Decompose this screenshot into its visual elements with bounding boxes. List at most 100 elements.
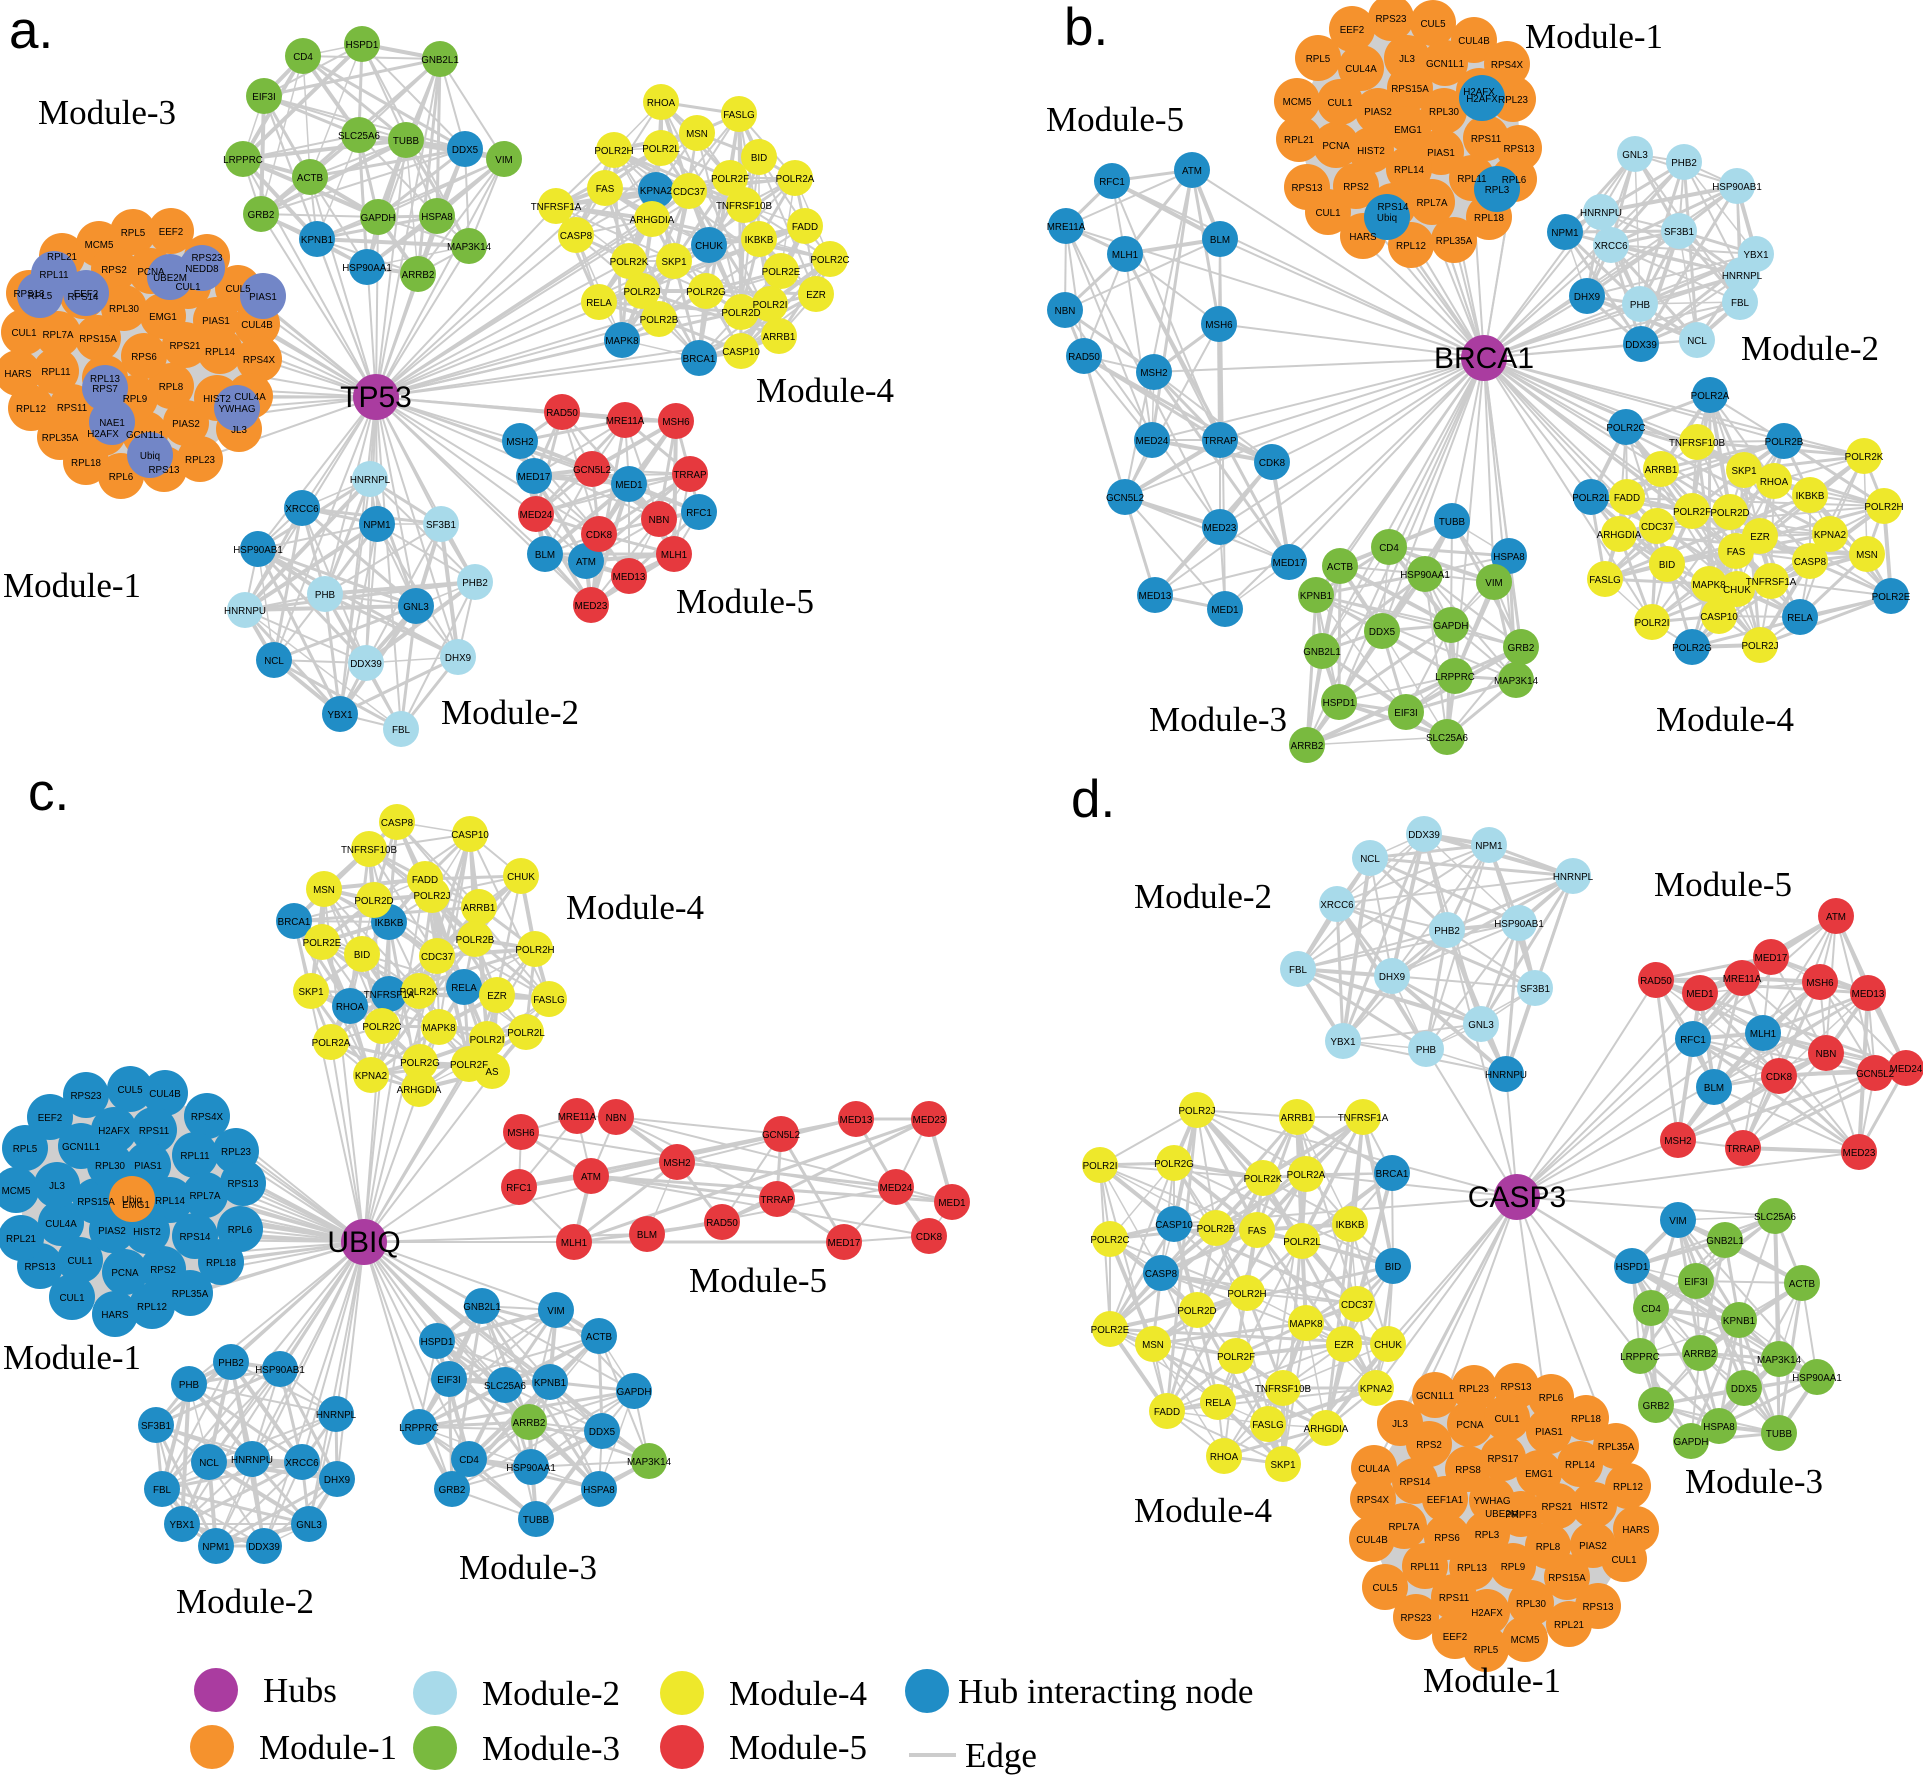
svg-text:TRRAP: TRRAP (673, 470, 707, 481)
svg-text:RPL7A: RPL7A (1388, 1522, 1420, 1533)
svg-text:RPS21: RPS21 (169, 341, 200, 352)
svg-text:PCNA: PCNA (111, 1268, 139, 1279)
svg-text:CUL5: CUL5 (1372, 1583, 1398, 1594)
svg-text:RPL12: RPL12 (1613, 1482, 1643, 1493)
svg-text:POLR2I: POLR2I (1083, 1161, 1118, 1172)
svg-text:MAPK8: MAPK8 (605, 336, 639, 347)
svg-text:RPL9: RPL9 (1501, 1562, 1526, 1573)
svg-text:POLR2E: POLR2E (1091, 1325, 1130, 1336)
svg-text:RPS11: RPS11 (1471, 134, 1501, 145)
svg-text:BLM: BLM (535, 550, 555, 561)
svg-text:Module-1: Module-1 (1423, 1661, 1561, 1700)
svg-text:HARS: HARS (1349, 232, 1377, 243)
svg-text:CASP10: CASP10 (722, 347, 760, 358)
svg-text:UBE2M: UBE2M (1485, 1509, 1519, 1520)
svg-text:HARS: HARS (4, 369, 32, 380)
svg-text:Module-1: Module-1 (3, 566, 141, 605)
svg-text:POLR2B: POLR2B (1197, 1224, 1236, 1235)
svg-text:ARRB1: ARRB1 (1645, 465, 1678, 476)
svg-text:RAD50: RAD50 (706, 1218, 738, 1229)
svg-text:LRPPRC: LRPPRC (1435, 672, 1475, 683)
svg-text:Module-4: Module-4 (729, 1674, 867, 1713)
svg-text:RPL18: RPL18 (71, 458, 102, 469)
svg-text:EMG1: EMG1 (149, 312, 177, 323)
svg-text:CDK8: CDK8 (916, 1232, 943, 1243)
svg-text:CASP8: CASP8 (381, 818, 414, 829)
svg-text:RPS4X: RPS4X (191, 1112, 224, 1123)
svg-text:HNRNPU: HNRNPU (1580, 208, 1622, 219)
svg-text:Module-2: Module-2 (1741, 329, 1879, 368)
svg-text:RHOA: RHOA (1760, 477, 1789, 488)
svg-text:NCL: NCL (199, 1458, 219, 1469)
svg-text:POLR2G: POLR2G (1672, 643, 1712, 654)
svg-text:HSP90AA1: HSP90AA1 (1400, 570, 1450, 581)
svg-text:EIF3I: EIF3I (1394, 708, 1417, 719)
svg-text:RFC1: RFC1 (1680, 1035, 1706, 1046)
svg-text:RPL30: RPL30 (1429, 107, 1460, 118)
svg-text:ARRB1: ARRB1 (463, 903, 496, 914)
svg-text:POLR2C: POLR2C (1606, 423, 1645, 434)
svg-text:CASP10: CASP10 (1700, 612, 1738, 623)
svg-text:EZR: EZR (806, 290, 826, 301)
svg-text:BID: BID (354, 950, 370, 961)
svg-text:POLR2C: POLR2C (810, 255, 849, 266)
svg-text:EZR: EZR (1750, 532, 1770, 543)
svg-text:NEDD8: NEDD8 (185, 264, 219, 275)
svg-text:TUBB: TUBB (393, 136, 420, 147)
svg-text:ARHGDIA: ARHGDIA (1304, 1424, 1349, 1435)
svg-text:RPS8: RPS8 (1455, 1465, 1481, 1476)
svg-text:RPS15A: RPS15A (77, 1197, 115, 1208)
svg-text:RPS2: RPS2 (150, 1265, 176, 1276)
svg-text:Module-3: Module-3 (482, 1729, 620, 1768)
svg-text:KPNB1: KPNB1 (301, 235, 333, 246)
svg-text:JL3: JL3 (49, 1181, 65, 1192)
svg-text:HNRNPU: HNRNPU (231, 1455, 273, 1466)
svg-text:CASP10: CASP10 (451, 830, 489, 841)
svg-text:SKP1: SKP1 (298, 987, 323, 998)
svg-text:MSH2: MSH2 (1664, 1136, 1691, 1147)
svg-text:HIST2: HIST2 (1357, 146, 1385, 157)
svg-text:RHOA: RHOA (336, 1002, 365, 1013)
svg-text:CUL4B: CUL4B (241, 320, 273, 331)
svg-text:ARHGDIA: ARHGDIA (397, 1085, 442, 1096)
svg-text:DDX39: DDX39 (1408, 830, 1440, 841)
svg-text:Ubiq: Ubiq (140, 451, 160, 462)
svg-text:POLR2L: POLR2L (1572, 493, 1610, 504)
svg-text:MRE11A: MRE11A (558, 1112, 597, 1123)
svg-text:CDC37: CDC37 (673, 187, 705, 198)
svg-text:GNL3: GNL3 (403, 602, 429, 613)
svg-text:YWHAG: YWHAG (1473, 1496, 1510, 1507)
svg-text:SF3B1: SF3B1 (1664, 227, 1694, 238)
svg-text:MSN: MSN (686, 129, 708, 140)
svg-text:Module-2: Module-2 (1134, 877, 1272, 916)
svg-text:GAPDH: GAPDH (617, 1387, 652, 1398)
svg-text:Module-1: Module-1 (3, 1338, 141, 1377)
svg-text:MED13: MED13 (1852, 989, 1885, 1000)
svg-text:NBN: NBN (1055, 306, 1076, 317)
svg-text:XRCC6: XRCC6 (285, 1458, 319, 1469)
svg-text:POLR2G: POLR2G (686, 287, 726, 298)
svg-text:CHUK: CHUK (507, 872, 535, 883)
svg-text:RPL18: RPL18 (206, 1258, 237, 1269)
svg-text:CUL1: CUL1 (67, 1256, 92, 1267)
svg-text:d.: d. (1071, 770, 1115, 829)
svg-text:RPS13: RPS13 (1291, 183, 1323, 194)
svg-text:POLR2J: POLR2J (1178, 1106, 1215, 1117)
svg-text:RPS7: RPS7 (92, 384, 118, 395)
svg-text:IKBKB: IKBKB (1796, 491, 1825, 502)
svg-text:VIM: VIM (1669, 1216, 1686, 1227)
svg-text:POLR2J: POLR2J (623, 287, 660, 298)
svg-text:BLM: BLM (1704, 1083, 1724, 1094)
svg-text:TUBB: TUBB (1439, 517, 1466, 528)
svg-text:MCM5: MCM5 (1283, 97, 1312, 108)
svg-text:SF3B1: SF3B1 (426, 520, 456, 531)
svg-text:NPM1: NPM1 (202, 1542, 229, 1553)
svg-text:MED24: MED24 (1890, 1064, 1923, 1075)
svg-text:MSH6: MSH6 (662, 417, 690, 428)
svg-text:RPL35A: RPL35A (172, 1289, 209, 1300)
svg-text:BLM: BLM (1210, 235, 1230, 246)
svg-text:PIAS2: PIAS2 (1364, 107, 1392, 118)
svg-text:PHB2: PHB2 (1434, 926, 1460, 937)
svg-text:MED17: MED17 (828, 1238, 861, 1249)
svg-text:ARRB1: ARRB1 (763, 332, 796, 343)
